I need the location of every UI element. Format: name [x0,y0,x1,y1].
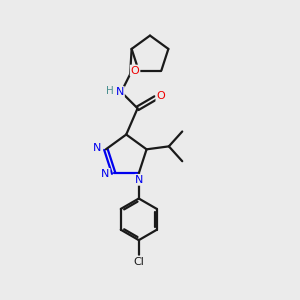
Text: Cl: Cl [134,256,144,266]
Text: O: O [131,65,140,76]
Text: H: H [106,85,114,95]
Text: N: N [135,175,144,185]
Text: N: N [101,169,110,179]
Text: N: N [116,87,124,97]
Text: O: O [156,92,165,101]
Text: N: N [93,143,102,153]
